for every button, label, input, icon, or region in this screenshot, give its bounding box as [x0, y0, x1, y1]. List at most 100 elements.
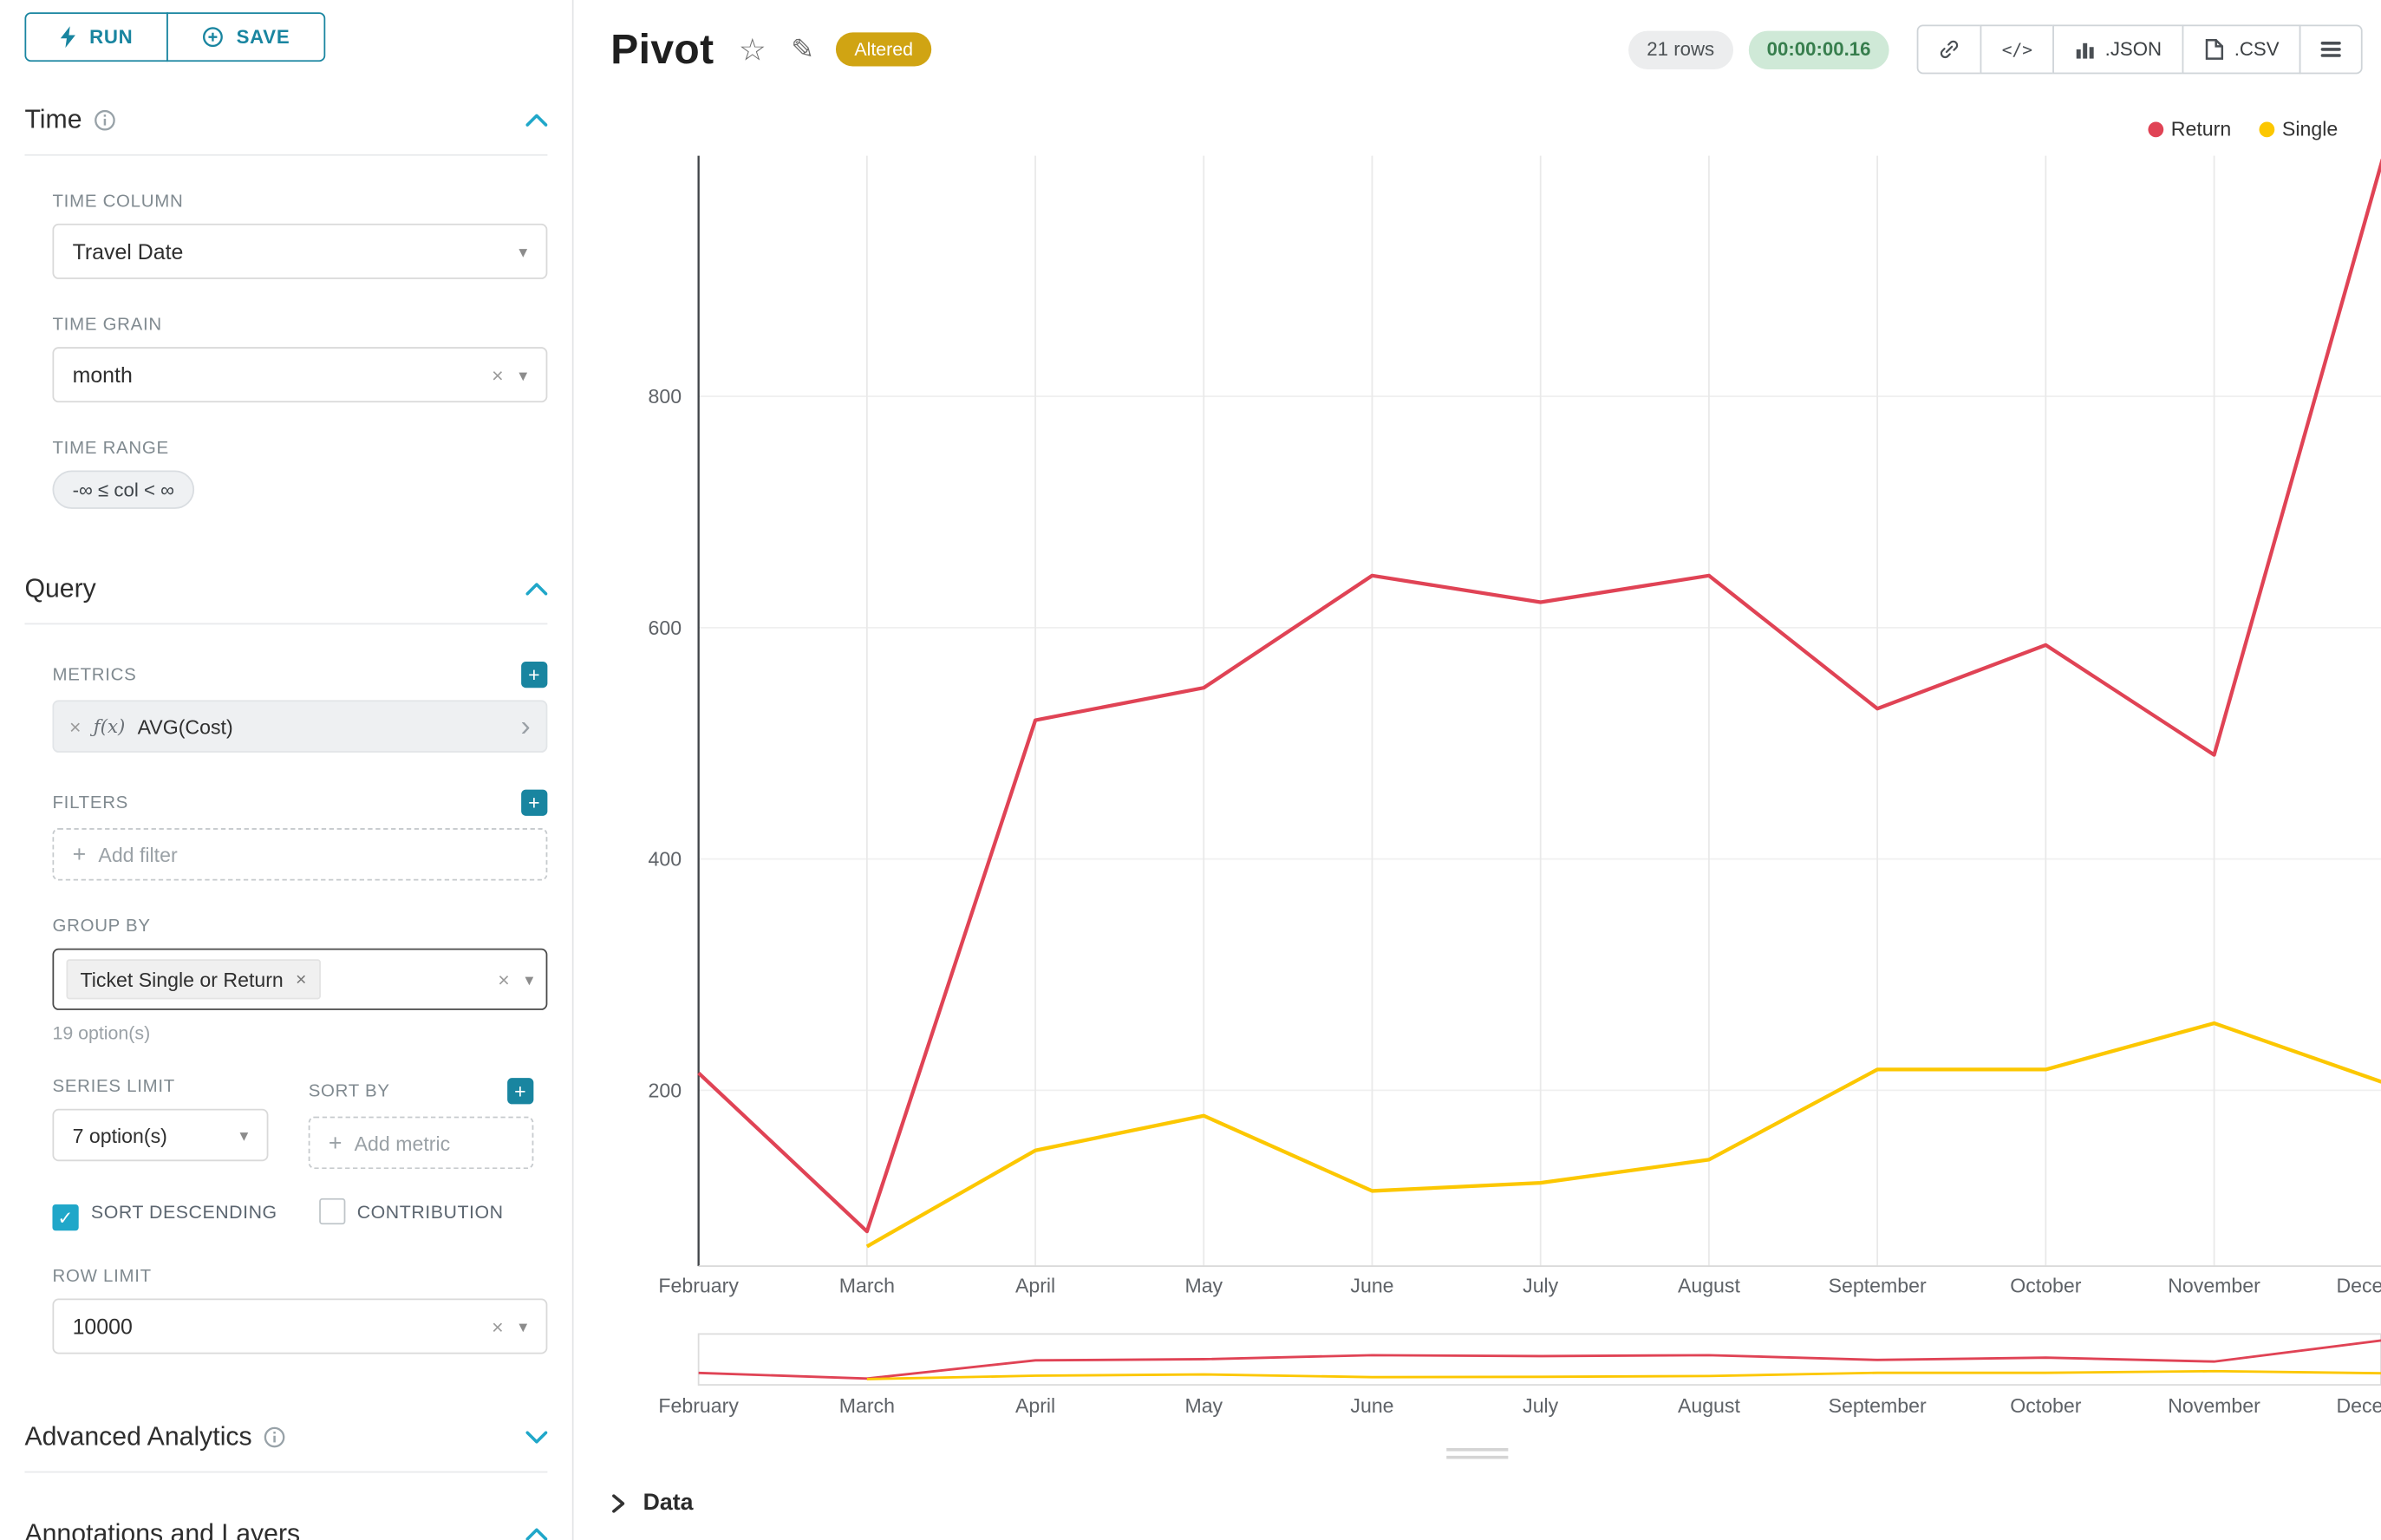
add-filter-placeholder: Add filter [98, 842, 178, 866]
panel-resize-handle[interactable] [1446, 1444, 1509, 1464]
svg-text:October: October [2010, 1274, 2082, 1296]
advanced-analytics-title: Advanced Analytics [24, 1421, 252, 1452]
bar-chart-icon [2076, 42, 2094, 59]
panel-divider[interactable] [571, 0, 574, 1540]
svg-text:800: 800 [649, 385, 682, 408]
svg-text:April: April [1015, 1274, 1055, 1296]
svg-text:March: March [839, 1274, 895, 1296]
csv-label: .CSV [2234, 38, 2280, 61]
function-icon: ƒ(x) [93, 715, 126, 738]
action-buttons: RUN SAVE [24, 12, 547, 62]
link-icon [1941, 40, 1959, 59]
altered-badge: Altered [836, 32, 932, 67]
group-by-select[interactable]: Ticket Single or Return × × ▾ [52, 948, 548, 1010]
clear-icon[interactable]: × [498, 968, 510, 991]
svg-text:December: December [2336, 1394, 2381, 1417]
legend-dot-single [2259, 121, 2275, 137]
svg-text:May: May [1184, 1274, 1223, 1296]
add-filter-plus-button[interactable]: + [521, 789, 548, 816]
info-icon [264, 1426, 286, 1448]
svg-text:March: March [839, 1394, 895, 1417]
menu-button[interactable] [2299, 24, 2363, 75]
svg-text:May: May [1184, 1394, 1223, 1417]
svg-text:400: 400 [649, 848, 682, 871]
svg-text:July: July [1523, 1274, 1559, 1296]
chevron-up-icon[interactable] [525, 114, 548, 127]
annotations-layers-header: Annotations and Layers [24, 1494, 548, 1540]
save-button[interactable]: SAVE [166, 12, 326, 62]
share-link-button[interactable] [1916, 24, 1982, 75]
lightning-icon [60, 26, 75, 49]
series-limit-select[interactable]: 7 option(s) ▾ [52, 1108, 269, 1162]
check-icon: ✓ [57, 1207, 74, 1230]
clear-icon[interactable]: × [492, 362, 504, 387]
contribution-label: CONTRIBUTION [356, 1201, 504, 1224]
chevron-up-icon[interactable] [525, 1528, 548, 1540]
time-range-pill[interactable]: -∞ ≤ col < ∞ [52, 470, 195, 509]
caret-down-icon: ▾ [519, 366, 528, 385]
control-panel: RUN SAVE Time TIME COLUMN Travel Date ▾ … [0, 0, 572, 1540]
group-by-options-hint: 19 option(s) [52, 1022, 151, 1045]
sort-by-label: SORT BY + [309, 1078, 534, 1105]
legend-item-return[interactable]: Return [2148, 117, 2231, 140]
add-metric-plus-button[interactable]: + [521, 661, 548, 688]
svg-text:February: February [658, 1274, 739, 1296]
svg-text:November: November [2168, 1274, 2260, 1296]
legend-item-single[interactable]: Single [2259, 117, 2338, 140]
edit-title-icon[interactable]: ✎ [791, 33, 815, 64]
time-grain-value: month [72, 362, 133, 388]
group-by-token[interactable]: Ticket Single or Return × [66, 959, 321, 1000]
caret-down-icon: ▾ [525, 970, 534, 989]
clear-icon[interactable]: × [492, 1315, 504, 1338]
export-json-button[interactable]: .JSON [2052, 24, 2184, 75]
sort-descending-label: SORT DESCENDING [90, 1201, 277, 1224]
row-limit-value: 10000 [72, 1314, 133, 1339]
svg-text:September: September [1829, 1394, 1927, 1417]
svg-text:August: August [1678, 1274, 1741, 1296]
add-metric-placeholder: Add metric [354, 1131, 451, 1155]
chevron-up-icon[interactable] [525, 583, 548, 596]
favorite-star-icon[interactable]: ☆ [738, 33, 766, 68]
filters-label: FILTERS + [52, 789, 548, 816]
svg-text:April: April [1015, 1394, 1055, 1417]
add-sort-metric-plus-button[interactable]: + [507, 1078, 534, 1105]
chart-panel: Pivot ☆ ✎ Altered 21 rows 00:00:00.16 </… [573, 0, 2381, 1540]
svg-text:June: June [1350, 1394, 1393, 1417]
time-section-title: Time [24, 104, 82, 134]
plus-icon: + [72, 841, 87, 868]
remove-metric-icon[interactable]: × [69, 715, 82, 739]
run-button[interactable]: RUN [24, 12, 169, 62]
line-chart[interactable]: 200 400 600 800 February February March March Ap… [574, 93, 2381, 1419]
metrics-label: METRICS + [52, 661, 548, 688]
chevron-down-icon[interactable] [525, 1431, 548, 1444]
series-limit-value: 7 option(s) [72, 1123, 167, 1147]
sort-descending-checkbox[interactable]: ✓ [52, 1204, 79, 1231]
chart-header: Pivot ☆ ✎ Altered 21 rows 00:00:00.16 </… [610, 18, 2363, 80]
advanced-analytics-header: Advanced Analytics [24, 1397, 548, 1473]
metric-item[interactable]: × ƒ(x) AVG(Cost) › [52, 700, 548, 753]
add-sort-metric-dropzone[interactable]: + Add metric [308, 1116, 534, 1170]
contribution-control: CONTRIBUTION [318, 1197, 547, 1230]
caret-down-icon: ▾ [519, 243, 528, 262]
row-limit-select[interactable]: 10000 × ▾ [52, 1298, 548, 1354]
contribution-checkbox[interactable] [318, 1197, 345, 1225]
remove-token-icon[interactable]: × [296, 968, 307, 990]
svg-text:February: February [658, 1394, 739, 1417]
svg-text:600: 600 [649, 617, 682, 639]
plus-icon: + [528, 662, 541, 687]
embed-code-button[interactable]: </> [1980, 24, 2054, 75]
legend-label: Single [2281, 117, 2339, 140]
svg-text:July: July [1523, 1394, 1559, 1417]
data-panel-toggle[interactable]: Data [612, 1490, 693, 1516]
add-filter-dropzone[interactable]: + Add filter [52, 828, 548, 881]
time-grain-select[interactable]: month × ▾ [52, 347, 548, 403]
plus-icon: + [514, 1079, 527, 1103]
group-by-label: GROUP BY [52, 917, 151, 936]
data-panel-label: Data [643, 1490, 694, 1517]
page-title: Pivot [610, 25, 714, 72]
row-count-badge: 21 rows [1628, 29, 1733, 69]
file-icon [2205, 38, 2223, 60]
export-csv-button[interactable]: .CSV [2182, 24, 2301, 75]
time-column-select[interactable]: Travel Date ▾ [52, 223, 548, 279]
timer-badge: 00:00:00.16 [1748, 29, 1889, 69]
